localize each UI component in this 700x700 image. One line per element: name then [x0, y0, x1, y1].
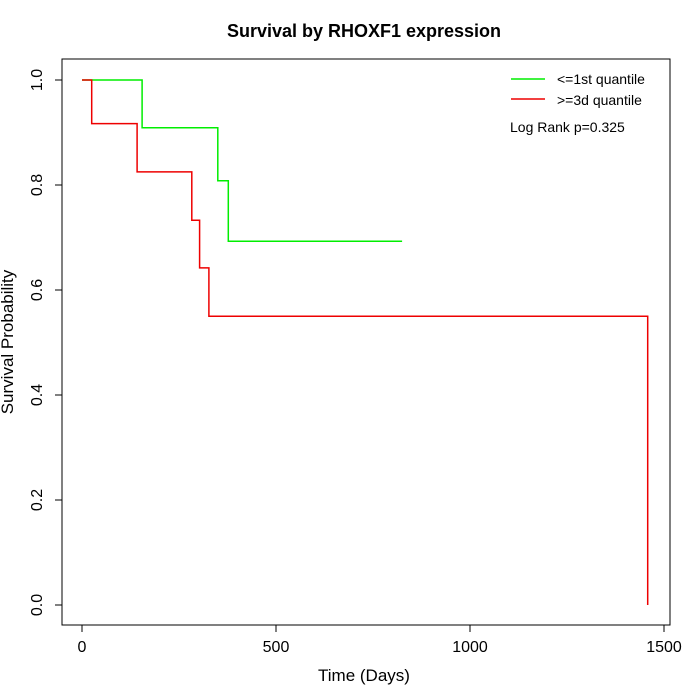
series-layer	[82, 79, 649, 605]
x-tick-label: 1500	[646, 639, 682, 656]
legend-label-low: <=1st quantile	[557, 71, 645, 87]
y-axis-label: Survival Probability	[0, 269, 17, 414]
x-tick-label: 0	[78, 639, 87, 656]
y-tick-label: 1.0	[29, 69, 46, 91]
y-tick-label: 0.6	[29, 279, 46, 301]
y-tick-label: 0.0	[29, 594, 46, 616]
chart-title: Survival by RHOXF1 expression	[227, 21, 501, 41]
y-tick-label: 0.8	[29, 174, 46, 196]
series-line-low	[82, 79, 403, 242]
log-rank-annotation: Log Rank p=0.325	[510, 119, 625, 135]
x-tick-label: 500	[263, 639, 290, 656]
plot-frame	[61, 58, 671, 626]
x-tick-label: 1000	[452, 639, 488, 656]
y-axis: 0.0 0.2 0.4 0.6 0.8 1.0	[29, 69, 63, 616]
series-line-high	[82, 79, 649, 605]
x-axis-label: Time (Days)	[318, 666, 410, 685]
legend: <=1st quantile >=3d quantile Log Rank p=…	[510, 71, 645, 135]
y-tick-label: 0.4	[29, 384, 46, 406]
x-axis: 0 500 1000 1500	[78, 624, 682, 656]
legend-label-high: >=3d quantile	[557, 92, 642, 108]
y-tick-label: 0.2	[29, 489, 46, 511]
